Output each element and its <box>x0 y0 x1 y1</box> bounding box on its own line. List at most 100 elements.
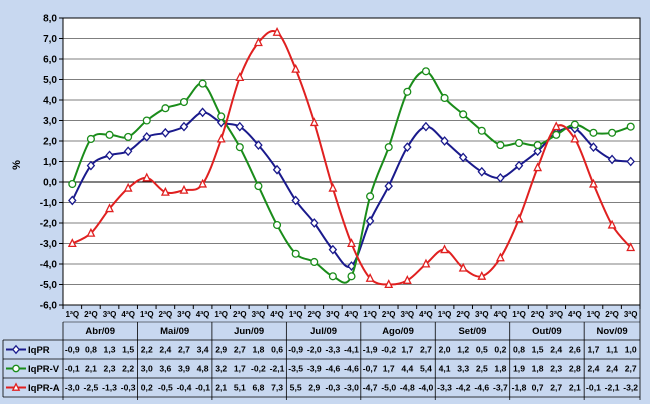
y-tick-label: 8,0 <box>43 14 57 25</box>
data-point <box>291 63 301 73</box>
quarter-label: 3ªQ <box>624 310 638 319</box>
data-point <box>217 112 226 121</box>
data-point <box>86 160 96 171</box>
table-cell: -3,2 <box>623 383 638 393</box>
data-point <box>403 87 412 96</box>
table-cell: -1,8 <box>512 383 527 393</box>
table-cell: 1,7 <box>587 345 599 355</box>
table-cell: -3,9 <box>307 364 322 374</box>
data-point <box>291 195 300 206</box>
data-point <box>198 107 207 118</box>
y-tick-label: 5,0 <box>43 75 57 86</box>
data-point <box>514 139 524 148</box>
data-point <box>589 178 598 188</box>
data-point <box>551 121 561 131</box>
data-point <box>514 160 524 171</box>
table-cell: -5,0 <box>381 383 396 393</box>
table-cell: -2,1 <box>605 383 620 393</box>
data-point <box>440 136 449 146</box>
table-cell: -0,9 <box>65 345 80 355</box>
quarter-label: 1ªQ <box>512 310 526 319</box>
data-point <box>570 120 579 129</box>
table-cell: 0,8 <box>85 345 97 355</box>
data-point <box>514 213 524 223</box>
data-point <box>496 141 505 150</box>
data-point <box>421 67 431 76</box>
y-axis-label: % <box>11 160 23 170</box>
data-point <box>142 172 152 182</box>
legend-marker <box>12 364 20 373</box>
table-cell: 2,1 <box>569 383 581 393</box>
data-point <box>161 127 170 138</box>
data-point <box>328 272 337 281</box>
y-tick-label: -1,0 <box>40 198 58 209</box>
quarter-label: 3ªQ <box>326 310 340 319</box>
data-point <box>608 128 617 137</box>
month-label: Abr/09 <box>85 326 115 337</box>
table-cell: 6,8 <box>252 383 264 393</box>
quarter-label: 2ªQ <box>605 310 619 319</box>
table-cell: -1,9 <box>363 345 378 355</box>
table-cell: -0,5 <box>158 383 173 393</box>
table-cell: 1,5 <box>122 345 134 355</box>
table-cell: 2,1 <box>215 383 227 393</box>
series <box>67 26 636 289</box>
quarter-label: 1ªQ <box>289 310 303 319</box>
table-cell: 1,8 <box>532 364 544 374</box>
table-cell: 1,3 <box>104 345 116 355</box>
y-tick-label: -2,0 <box>40 219 58 230</box>
data-point <box>105 203 114 213</box>
table-cell: -0,1 <box>586 383 601 393</box>
quarter-label: 1ªQ <box>214 310 228 319</box>
table-cell: 4,1 <box>439 364 451 374</box>
legend-marker <box>11 344 21 355</box>
data-point <box>235 121 245 132</box>
table-cell: -1,3 <box>102 383 117 393</box>
legend-marker <box>11 382 21 391</box>
data-point <box>86 227 96 237</box>
quarter-label: 2ªQ <box>233 310 247 319</box>
data-point <box>570 133 580 143</box>
table-cell: -0,7 <box>363 364 378 374</box>
data-point <box>365 216 375 226</box>
data-point <box>589 142 598 153</box>
data-point <box>328 182 338 192</box>
quarter-label: 1ªQ <box>65 310 79 319</box>
y-tick-label: 0,0 <box>43 178 57 189</box>
table-cell: -4,7 <box>363 383 378 393</box>
grid <box>62 17 641 306</box>
table-cell: 2,2 <box>141 345 153 355</box>
data-point <box>365 272 375 282</box>
table-cell: -0,3 <box>325 383 340 393</box>
table-cell: -0,2 <box>251 364 266 374</box>
quarter-label: 3ªQ <box>177 310 191 319</box>
table-cell: -0,9 <box>288 345 303 355</box>
month-label: Out/09 <box>532 326 562 337</box>
quarter-label: 4ªQ <box>121 310 135 319</box>
table-cell: -3,0 <box>344 383 359 393</box>
quarter-label: 4ªQ <box>270 310 284 319</box>
quarter-label: 2ªQ <box>382 310 396 319</box>
data-point <box>402 275 412 284</box>
data-point <box>328 244 338 255</box>
data-point <box>607 154 617 165</box>
table-cell: 2,4 <box>159 345 171 355</box>
data-point <box>272 221 282 230</box>
table-cell: 1,7 <box>234 364 246 374</box>
data-point <box>533 162 543 172</box>
data-point <box>254 140 263 150</box>
table-cell: 2,9 <box>308 383 320 393</box>
data-point <box>67 238 77 248</box>
quarter-label: 4ªQ <box>419 310 433 319</box>
data-point <box>421 258 431 268</box>
table-cell: 0,6 <box>271 345 283 355</box>
legend-label: IqPR-A <box>28 383 60 394</box>
y-tick-label: -3,0 <box>40 239 58 250</box>
table-cell: 2,9 <box>215 345 227 355</box>
data-point <box>477 270 487 280</box>
table-cell: -0,1 <box>195 383 210 393</box>
table-cell: -2,0 <box>307 345 322 355</box>
quarter-label: 2ªQ <box>159 310 173 319</box>
data-point <box>179 121 189 132</box>
